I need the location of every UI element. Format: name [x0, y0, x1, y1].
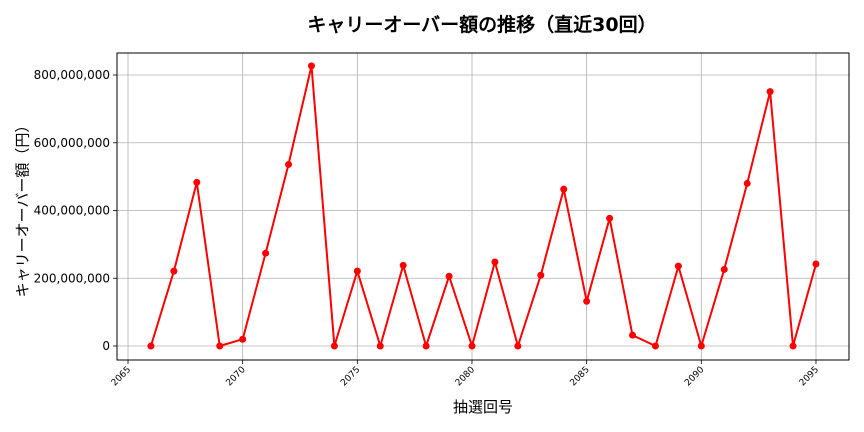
y-tick-label: 0: [102, 339, 110, 353]
series-line: [149, 64, 817, 347]
y-axis-label: キャリーオーバー額（円）: [13, 117, 32, 297]
data-point-marker: [193, 178, 201, 186]
data-point-marker: [651, 342, 659, 350]
data-point-marker: [743, 179, 751, 187]
data-point-marker: [514, 342, 522, 350]
data-point-marker: [697, 342, 705, 350]
axes-frame: [116, 52, 850, 361]
data-point-marker: [491, 258, 499, 266]
data-point-marker: [766, 88, 774, 96]
y-tick-label: 600,000,000: [34, 136, 110, 150]
y-tick-label: 400,000,000: [34, 204, 110, 218]
y-axis-ticks: 0 200,000,000 400,000,000 600,000,000 800,00…: [34, 68, 117, 353]
data-point-marker: [399, 261, 407, 269]
x-axis-ticks: 2065 2070 2075 2080 2085 2090 2095: [110, 360, 821, 388]
y-tick-label: 800,000,000: [34, 68, 110, 82]
data-point-marker: [720, 265, 728, 273]
data-point-marker: [216, 342, 224, 350]
x-tick-label: 2095: [798, 365, 821, 388]
x-tick-label: 2070: [225, 365, 248, 388]
data-point-marker: [376, 342, 384, 350]
data-point-marker: [307, 62, 315, 70]
data-point-marker: [629, 331, 637, 339]
data-series: [147, 62, 820, 350]
x-tick-label: 2075: [339, 365, 362, 388]
data-point-marker: [353, 267, 361, 275]
x-axis-label: 抽選回号: [453, 398, 514, 416]
data-point-marker: [147, 342, 155, 350]
x-tick-label: 2085: [569, 365, 592, 388]
chart-title: キャリーオーバー額の推移（直近30回）: [307, 14, 657, 36]
data-point-marker: [262, 249, 270, 257]
y-tick-label: 200,000,000: [34, 271, 110, 285]
data-point-marker: [606, 214, 614, 222]
data-point-marker: [422, 342, 430, 350]
data-point-marker: [789, 342, 797, 350]
data-point-marker: [330, 342, 338, 350]
data-point-marker: [812, 260, 820, 268]
data-point-marker: [468, 342, 476, 350]
data-point-marker: [583, 297, 591, 305]
data-point-marker: [170, 267, 178, 275]
x-tick-label: 2065: [110, 365, 133, 388]
data-point-marker: [560, 185, 568, 193]
x-tick-label: 2090: [683, 365, 706, 388]
data-point-marker: [285, 160, 293, 168]
data-point-marker: [445, 272, 453, 280]
data-point-marker: [674, 262, 682, 270]
x-tick-label: 2080: [454, 365, 477, 388]
data-point-marker: [239, 335, 247, 343]
data-point-marker: [537, 271, 545, 279]
grid-lines: [117, 53, 849, 360]
